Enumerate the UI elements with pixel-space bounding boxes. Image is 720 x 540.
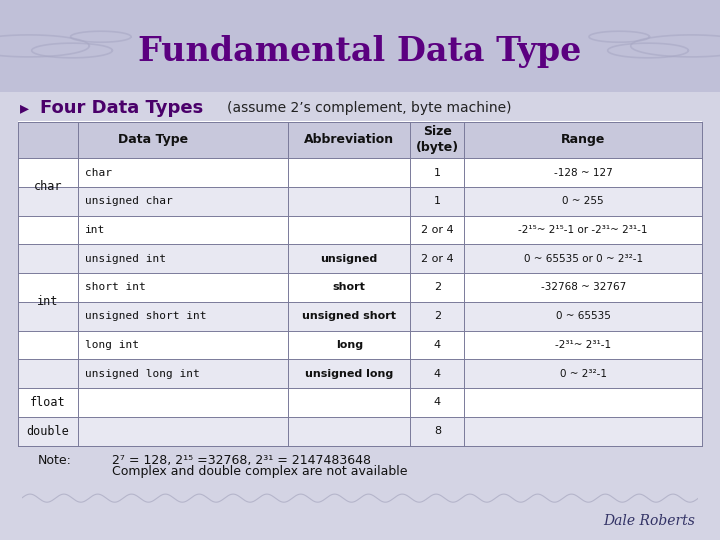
Text: 8: 8 [434,426,441,436]
Text: int: int [85,225,105,235]
Text: -128 ~ 127: -128 ~ 127 [554,167,613,178]
Text: short: short [333,282,366,293]
Text: unsigned short: unsigned short [302,311,396,321]
Text: long: long [336,340,363,350]
Text: 4: 4 [434,340,441,350]
Text: 1: 1 [434,167,441,178]
Text: 0 ~ 255: 0 ~ 255 [562,197,604,206]
Text: 1: 1 [434,197,441,206]
Text: Range: Range [561,133,606,146]
Text: -32768 ~ 32767: -32768 ~ 32767 [541,282,626,293]
Text: double: double [27,424,69,437]
Text: int: int [37,295,58,308]
Text: unsigned: unsigned [320,254,378,264]
Text: 0 ~ 65535: 0 ~ 65535 [556,311,611,321]
Text: -2³¹~ 2³¹-1: -2³¹~ 2³¹-1 [555,340,611,350]
Text: Complex and double complex are not available: Complex and double complex are not avail… [112,465,407,478]
Text: char: char [34,180,62,193]
Text: Abbreviation: Abbreviation [304,133,395,146]
Text: Size
(byte): Size (byte) [416,125,459,154]
Text: long int: long int [85,340,139,350]
Text: 4: 4 [434,369,441,379]
Text: unsigned long int: unsigned long int [85,369,199,379]
Text: short int: short int [85,282,145,293]
Text: 4: 4 [434,397,441,407]
Text: unsigned long: unsigned long [305,369,393,379]
Text: float: float [30,396,66,409]
Text: 2 or 4: 2 or 4 [421,254,454,264]
Text: Data Type: Data Type [118,133,188,146]
Text: unsigned char: unsigned char [85,197,173,206]
Text: 0 ~ 2³²-1: 0 ~ 2³²-1 [559,369,607,379]
Text: 2 or 4: 2 or 4 [421,225,454,235]
Text: ▸: ▸ [20,99,29,117]
Text: Dale Roberts: Dale Roberts [603,514,695,528]
Text: unsigned short int: unsigned short int [85,311,207,321]
Text: 2: 2 [434,282,441,293]
Text: char: char [85,167,112,178]
Text: Fundamental Data Type: Fundamental Data Type [138,35,582,68]
Text: 2⁷ = 128, 2¹⁵ =32768, 2³¹ = 2147483648: 2⁷ = 128, 2¹⁵ =32768, 2³¹ = 2147483648 [112,454,371,467]
Text: unsigned int: unsigned int [85,254,166,264]
Text: Note:: Note: [37,454,71,467]
Text: Four Data Types: Four Data Types [40,99,203,117]
Text: 2: 2 [434,311,441,321]
Text: -2¹⁵~ 2¹⁵-1 or -2³¹~ 2³¹-1: -2¹⁵~ 2¹⁵-1 or -2³¹~ 2³¹-1 [518,225,648,235]
Text: 0 ~ 65535 or 0 ~ 2³²-1: 0 ~ 65535 or 0 ~ 2³²-1 [523,254,643,264]
Text: (assume 2’s complement, byte machine): (assume 2’s complement, byte machine) [227,101,511,115]
